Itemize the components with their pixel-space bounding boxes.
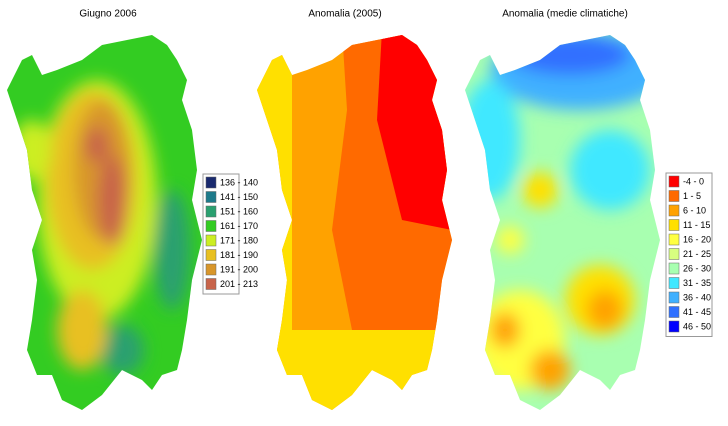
map-anomaly-2005 [257,35,452,410]
legend-swatch [205,205,217,218]
legend-swatch [205,234,217,247]
legend-label: 1 - 5 [683,191,701,201]
legend-swatch [668,320,680,333]
legend-label: 21 - 25 [683,249,711,259]
legend-swatch [668,291,680,304]
legend-label: 11 - 15 [683,220,710,230]
legend-label: 31 - 35 [683,278,711,288]
legend-swatch [668,219,680,231]
legend-swatch [668,306,680,318]
legend-swatch [205,176,217,189]
legend-swatch [205,191,217,203]
legend-label: 6 - 10 [683,205,706,215]
legend-label: 181 - 190 [220,250,258,260]
legend-swatch [205,249,217,261]
legend-swatch [668,175,680,188]
legend-label: 36 - 40 [683,292,711,302]
legend-label: 46 - 50 [683,321,711,331]
map-title: Giugno 2006 [79,9,137,20]
legend-swatch [668,233,680,246]
map-anomaly-climate [465,35,660,410]
legend-label: 191 - 200 [220,264,258,274]
legend-label: 161 - 170 [220,221,258,231]
legend-swatch [668,248,680,260]
legend-label: 201 - 213 [220,279,258,289]
legend-swatch [668,277,680,289]
legend-label: 151 - 160 [220,206,258,216]
map-title: Anomalia (2005) [308,9,381,20]
map-rainfall [7,35,202,410]
legend-swatch [205,263,217,276]
legend-swatch [205,278,217,290]
map-title: Anomalia (medie climatiche) [502,9,628,20]
legend: 136 - 140 141 - 150 151 - 160 161 - 170 171 … [202,173,258,295]
legend-label: 171 - 180 [220,235,258,245]
legend: -4 - 0 1 - 5 6 - 10 11 - 15 16 - 20 21 - 25 26… [665,172,713,337]
legend-label: 41 - 45 [683,307,711,317]
legend-swatch [205,220,217,232]
legend-label: 141 - 150 [220,192,258,202]
legend-label: 26 - 30 [683,263,711,273]
legend-label: 16 - 20 [683,234,711,244]
legend-label: 136 - 140 [220,177,258,187]
legend-swatch [668,190,680,202]
legend-swatch [668,262,680,275]
legend-label: -4 - 0 [683,176,704,186]
legend-swatch [668,204,680,217]
